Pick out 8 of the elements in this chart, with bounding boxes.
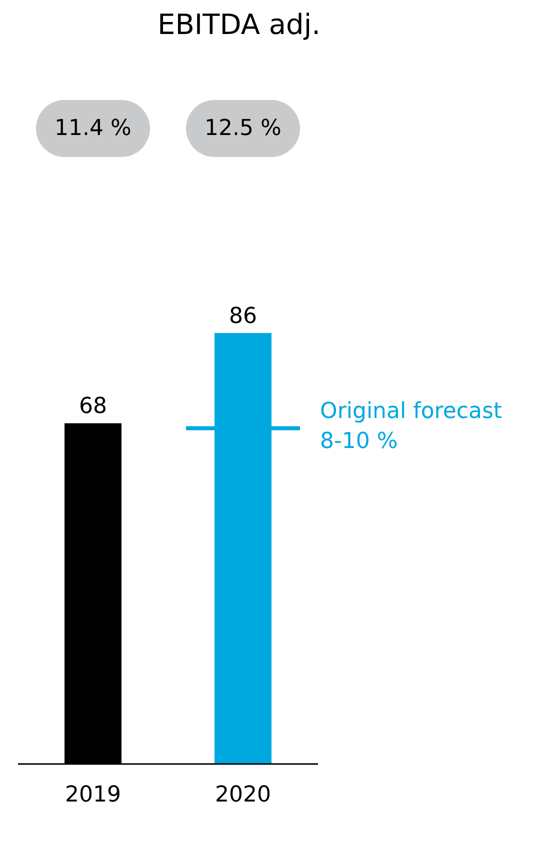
- x-tick-label: 2020: [215, 782, 271, 808]
- x-tick-label: 2019: [65, 782, 121, 808]
- ref-line-label: Original forecast 8-10 %: [320, 399, 502, 454]
- pill: 12.5 %: [186, 100, 300, 157]
- data-label: 68: [79, 394, 107, 420]
- chart-title: EBITDA adj.: [156, 8, 322, 41]
- data-label: 86: [229, 304, 257, 329]
- pill: 11.4 %: [36, 100, 150, 157]
